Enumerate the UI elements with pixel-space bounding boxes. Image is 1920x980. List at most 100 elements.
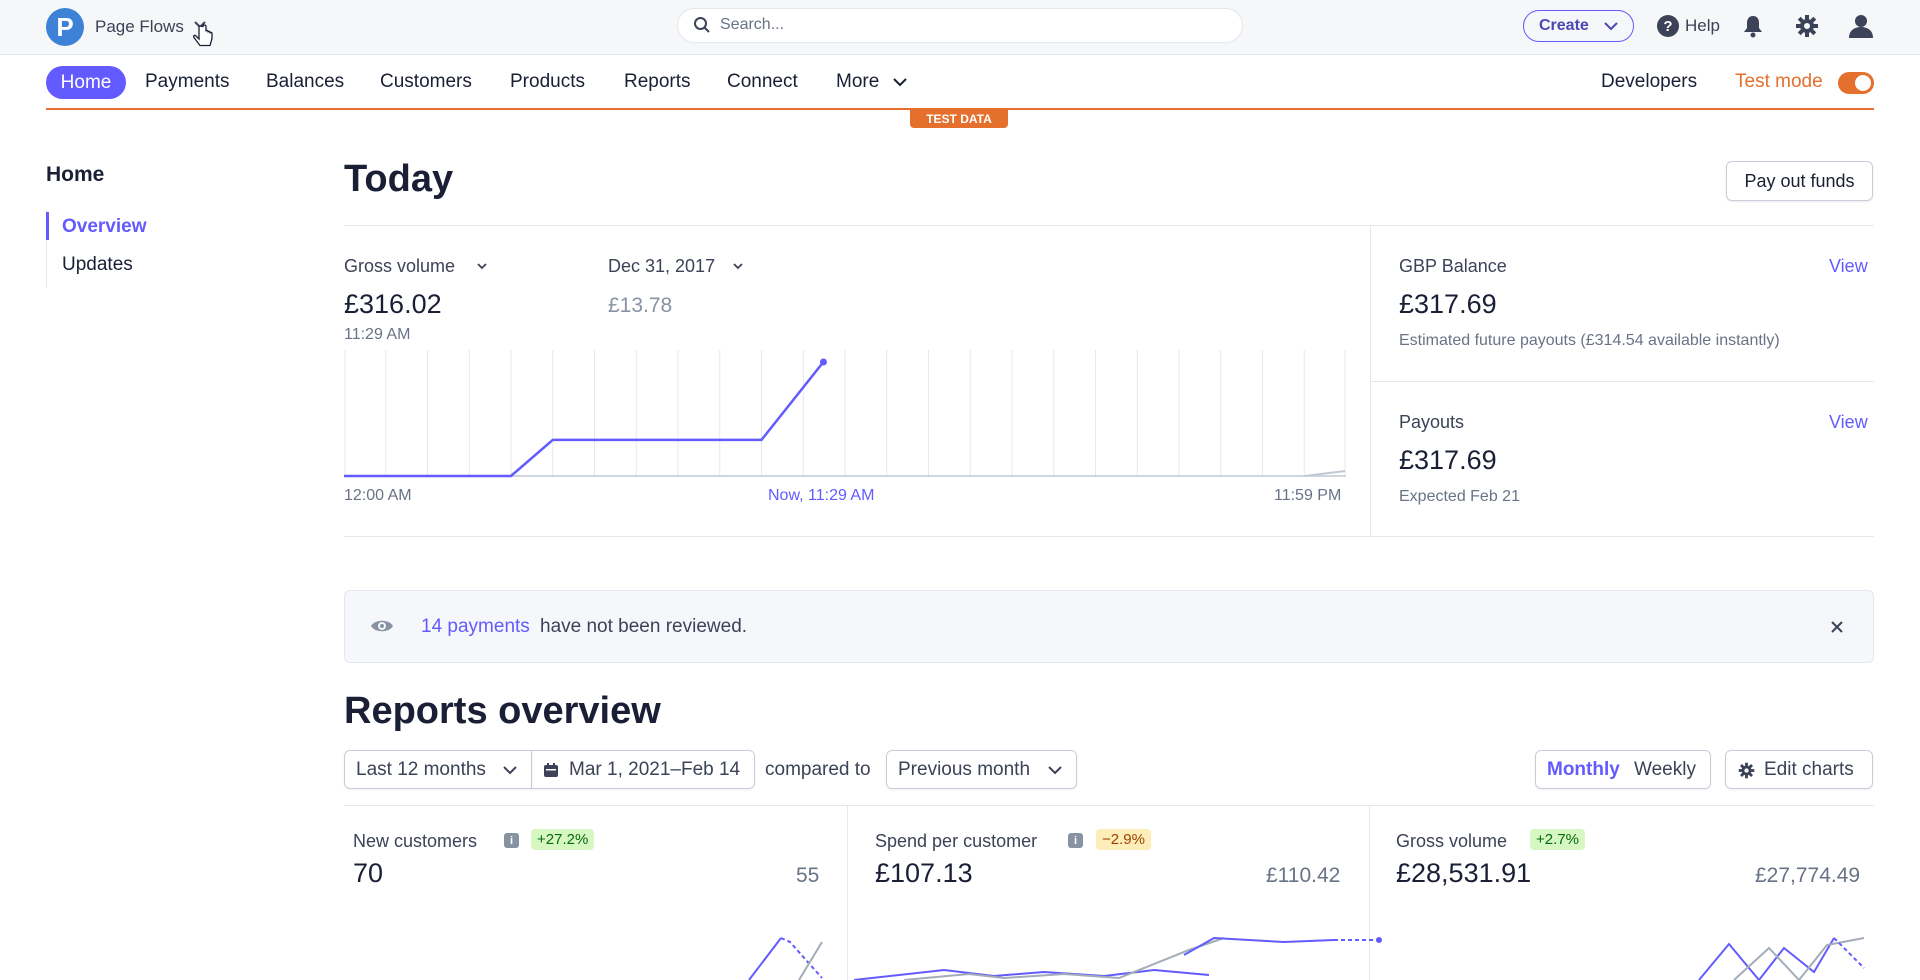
range-select[interactable]: Last 12 months	[344, 750, 532, 789]
help-icon[interactable]: ?	[1656, 14, 1680, 38]
sparkline-previous	[903, 937, 1225, 980]
metric-previous: £110.42	[1266, 864, 1341, 887]
nav-reports[interactable]: Reports	[624, 71, 691, 92]
test-mode-label: Test mode	[1735, 71, 1823, 92]
metric-label-gross-volume: Gross volume	[1396, 831, 1508, 851]
axis-label-end: 11:59 PM	[1274, 487, 1342, 504]
sparkline-current	[1698, 937, 1835, 980]
range-label: Last 12 months	[356, 759, 486, 780]
edit-charts-button[interactable]: Edit charts	[1725, 750, 1873, 789]
monthly-option[interactable]: Monthly	[1547, 759, 1620, 780]
bell-icon[interactable]	[1742, 14, 1764, 38]
gross-volume-time: 11:29 AM	[344, 326, 411, 343]
change-badge: −2.9%	[1096, 829, 1151, 850]
sidebar-item-overview[interactable]: Overview	[62, 216, 147, 237]
nav-home[interactable]: Home	[46, 66, 126, 99]
chevron-down-icon[interactable]	[732, 262, 744, 271]
test-data-badge: TEST DATA	[910, 109, 1008, 128]
nav-connect[interactable]: Connect	[727, 71, 798, 92]
compare-value: £13.78	[608, 294, 673, 317]
close-icon[interactable]	[1829, 619, 1845, 635]
weekly-option[interactable]: Weekly	[1634, 759, 1696, 780]
gbp-balance-note: Estimated future payouts (£314.54 availa…	[1399, 332, 1780, 349]
chevron-down-icon	[503, 766, 517, 775]
series-line-today	[344, 361, 825, 478]
svg-text:?: ?	[1663, 18, 1672, 35]
payouts-note: Expected Feb 21	[1399, 488, 1520, 505]
sparkline-current	[748, 937, 782, 980]
sparkline-current	[853, 968, 1210, 980]
date-range-picker[interactable]: Mar 1, 2021–Feb 14	[531, 750, 755, 789]
metric-label-new-customers: New customers	[353, 831, 478, 851]
search-icon	[694, 17, 710, 33]
change-badge: +2.7%	[1530, 829, 1585, 850]
search-input[interactable]	[677, 8, 1243, 43]
compared-to-label: compared to	[765, 759, 871, 780]
gross-volume-value: £316.02	[344, 289, 442, 319]
divider	[847, 806, 848, 980]
create-button[interactable]: Create	[1523, 10, 1634, 42]
nav-payments[interactable]: Payments	[145, 71, 230, 92]
sidebar-rail	[46, 210, 47, 288]
divider	[344, 536, 1874, 537]
sparkline-dashed	[1833, 937, 1865, 969]
compare-period-select[interactable]: Previous month	[886, 750, 1077, 789]
sparkline-dashed	[780, 937, 823, 979]
divider	[1371, 381, 1874, 382]
page-title: Today	[344, 158, 454, 200]
hand-cursor-icon	[193, 24, 213, 47]
eye-icon	[371, 620, 393, 632]
sidebar-item-updates[interactable]: Updates	[62, 254, 133, 275]
help-link[interactable]: Help	[1685, 16, 1720, 35]
gear-icon[interactable]	[1795, 14, 1819, 38]
date-range-label: Mar 1, 2021–Feb 14	[569, 759, 741, 780]
gross-volume-selector[interactable]: Gross volume	[344, 256, 456, 276]
edit-charts-label: Edit charts	[1764, 759, 1854, 780]
nav-customers[interactable]: Customers	[380, 71, 472, 92]
info-icon[interactable]: i	[1068, 833, 1083, 848]
user-icon[interactable]	[1848, 13, 1874, 39]
report-sparklines	[748, 936, 1865, 980]
create-label: Create	[1539, 17, 1589, 34]
gear-icon	[1738, 762, 1755, 779]
payouts-value: £317.69	[1399, 445, 1497, 475]
search-placeholder: Search...	[720, 16, 785, 33]
sidebar-title: Home	[46, 163, 105, 186]
reports-title: Reports overview	[344, 690, 661, 732]
nav-more[interactable]: More	[836, 71, 880, 92]
compare-date-selector[interactable]: Dec 31, 2017	[608, 256, 716, 276]
payments-review-link[interactable]: 14 payments	[421, 616, 530, 637]
gbp-balance-value: £317.69	[1399, 289, 1497, 319]
divider	[1369, 806, 1370, 980]
nav-products[interactable]: Products	[510, 71, 585, 92]
payouts-view-link[interactable]: View	[1829, 412, 1868, 432]
chevron-down-icon[interactable]	[892, 76, 908, 88]
gbp-balance-label: GBP Balance	[1399, 256, 1507, 276]
gross-volume-chart[interactable]	[344, 350, 1346, 480]
chevron-down-icon	[1048, 766, 1062, 775]
nav-balances[interactable]: Balances	[266, 71, 345, 92]
account-logo[interactable]: P	[46, 8, 84, 46]
pay-out-funds-button[interactable]: Pay out funds	[1726, 161, 1873, 201]
test-mode-toggle[interactable]	[1838, 72, 1874, 94]
data-point-now	[819, 358, 827, 366]
payouts-label: Payouts	[1399, 412, 1465, 432]
series-line-compare	[1304, 470, 1346, 477]
interval-toggle: Monthly Weekly	[1535, 750, 1711, 789]
balance-view-link[interactable]: View	[1829, 256, 1868, 276]
calendar-icon	[544, 763, 558, 777]
metric-previous: £27,774.49	[1755, 864, 1861, 887]
axis-label-start: 12:00 AM	[344, 487, 412, 504]
metric-label-spend-per-customer: Spend per customer	[875, 831, 1038, 851]
axis-label-now: Now, 11:29 AM	[768, 487, 875, 504]
chevron-down-icon	[1604, 22, 1618, 31]
divider	[344, 225, 1874, 226]
metric-value: £28,531.91	[1396, 858, 1532, 888]
sparkline-endpoint	[1376, 937, 1382, 943]
nav-developers[interactable]: Developers	[1601, 71, 1698, 92]
account-name[interactable]: Page Flows	[95, 17, 184, 36]
chevron-down-icon[interactable]	[476, 262, 488, 271]
review-banner	[344, 590, 1874, 663]
sparkline-current	[1183, 936, 1335, 956]
info-icon[interactable]: i	[504, 833, 519, 848]
